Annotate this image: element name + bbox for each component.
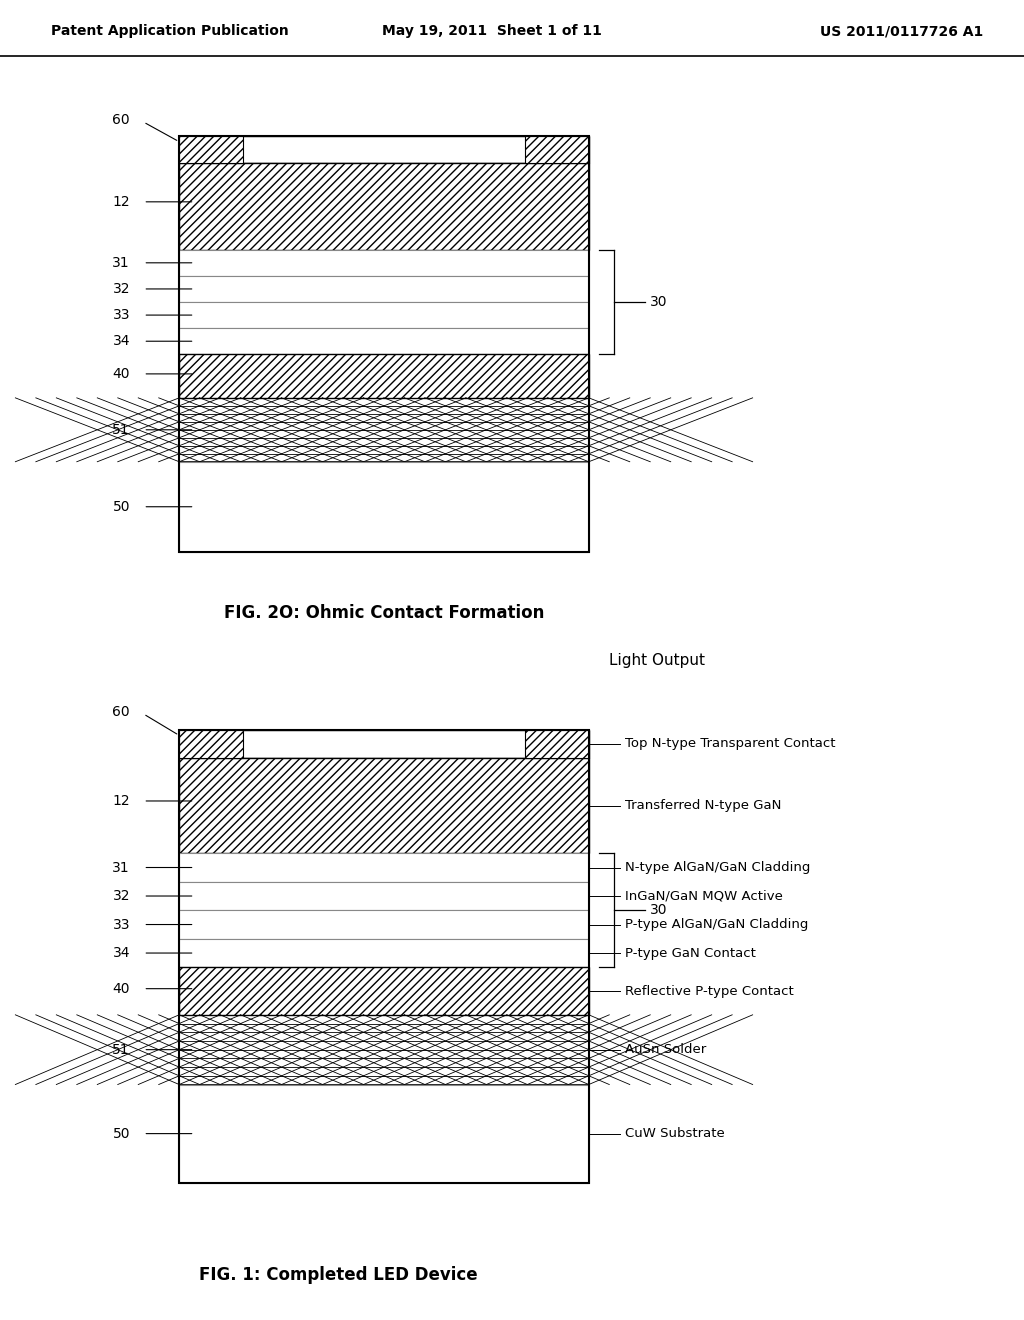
Bar: [179, 329, 589, 354]
Bar: [525, 136, 589, 162]
Bar: [179, 968, 589, 1015]
Text: US 2011/0117726 A1: US 2011/0117726 A1: [820, 24, 983, 38]
Bar: [179, 136, 243, 162]
Bar: [179, 939, 589, 968]
Text: 50: 50: [113, 500, 130, 513]
Text: Light Output: Light Output: [609, 652, 706, 668]
Text: AuSn Solder: AuSn Solder: [625, 1043, 706, 1056]
Text: Reflective P-type Contact: Reflective P-type Contact: [625, 985, 794, 998]
Text: 31: 31: [113, 256, 130, 269]
Text: 34: 34: [113, 334, 130, 348]
Bar: [179, 397, 589, 462]
Text: 33: 33: [113, 308, 130, 322]
Text: P-type GaN Contact: P-type GaN Contact: [625, 946, 756, 960]
Text: FIG. 2O: Ohmic Contact Formation: FIG. 2O: Ohmic Contact Formation: [224, 603, 544, 622]
Text: 51: 51: [113, 422, 130, 437]
Bar: [179, 758, 589, 853]
Bar: [179, 730, 589, 758]
Text: 51: 51: [113, 1043, 130, 1057]
Text: FIG. 1: Completed LED Device: FIG. 1: Completed LED Device: [199, 1266, 477, 1283]
Text: 33: 33: [113, 917, 130, 932]
Bar: [179, 276, 589, 302]
Bar: [525, 730, 589, 758]
Bar: [179, 1015, 589, 1085]
Text: 60: 60: [113, 114, 130, 127]
Bar: [179, 462, 589, 552]
Text: 60: 60: [113, 705, 130, 719]
Bar: [179, 136, 589, 162]
Bar: [179, 354, 589, 397]
Text: 30: 30: [650, 294, 668, 309]
Text: 40: 40: [113, 982, 130, 995]
Text: P-type AlGaN/GaN Cladding: P-type AlGaN/GaN Cladding: [625, 917, 808, 931]
Bar: [179, 882, 589, 911]
Text: 50: 50: [113, 1126, 130, 1140]
Text: Transferred N-type GaN: Transferred N-type GaN: [625, 799, 781, 812]
Bar: [179, 730, 243, 758]
Text: 12: 12: [113, 195, 130, 209]
Bar: [179, 162, 589, 249]
Text: 32: 32: [113, 282, 130, 296]
Text: 32: 32: [113, 888, 130, 903]
Text: 30: 30: [650, 903, 668, 917]
Bar: [179, 302, 589, 329]
Text: May 19, 2011  Sheet 1 of 11: May 19, 2011 Sheet 1 of 11: [382, 24, 601, 38]
Text: 12: 12: [113, 793, 130, 808]
Text: 31: 31: [113, 861, 130, 875]
Text: 34: 34: [113, 946, 130, 960]
Text: N-type AlGaN/GaN Cladding: N-type AlGaN/GaN Cladding: [625, 861, 810, 874]
Bar: [179, 1085, 589, 1183]
Bar: [179, 911, 589, 939]
Text: CuW Substrate: CuW Substrate: [625, 1127, 724, 1140]
Bar: [179, 136, 589, 552]
Text: Top N-type Transparent Contact: Top N-type Transparent Contact: [625, 738, 836, 751]
Bar: [179, 853, 589, 882]
Bar: [179, 249, 589, 276]
Text: 40: 40: [113, 367, 130, 381]
Text: InGaN/GaN MQW Active: InGaN/GaN MQW Active: [625, 890, 782, 903]
Bar: [179, 730, 589, 1183]
Text: Patent Application Publication: Patent Application Publication: [51, 24, 289, 38]
